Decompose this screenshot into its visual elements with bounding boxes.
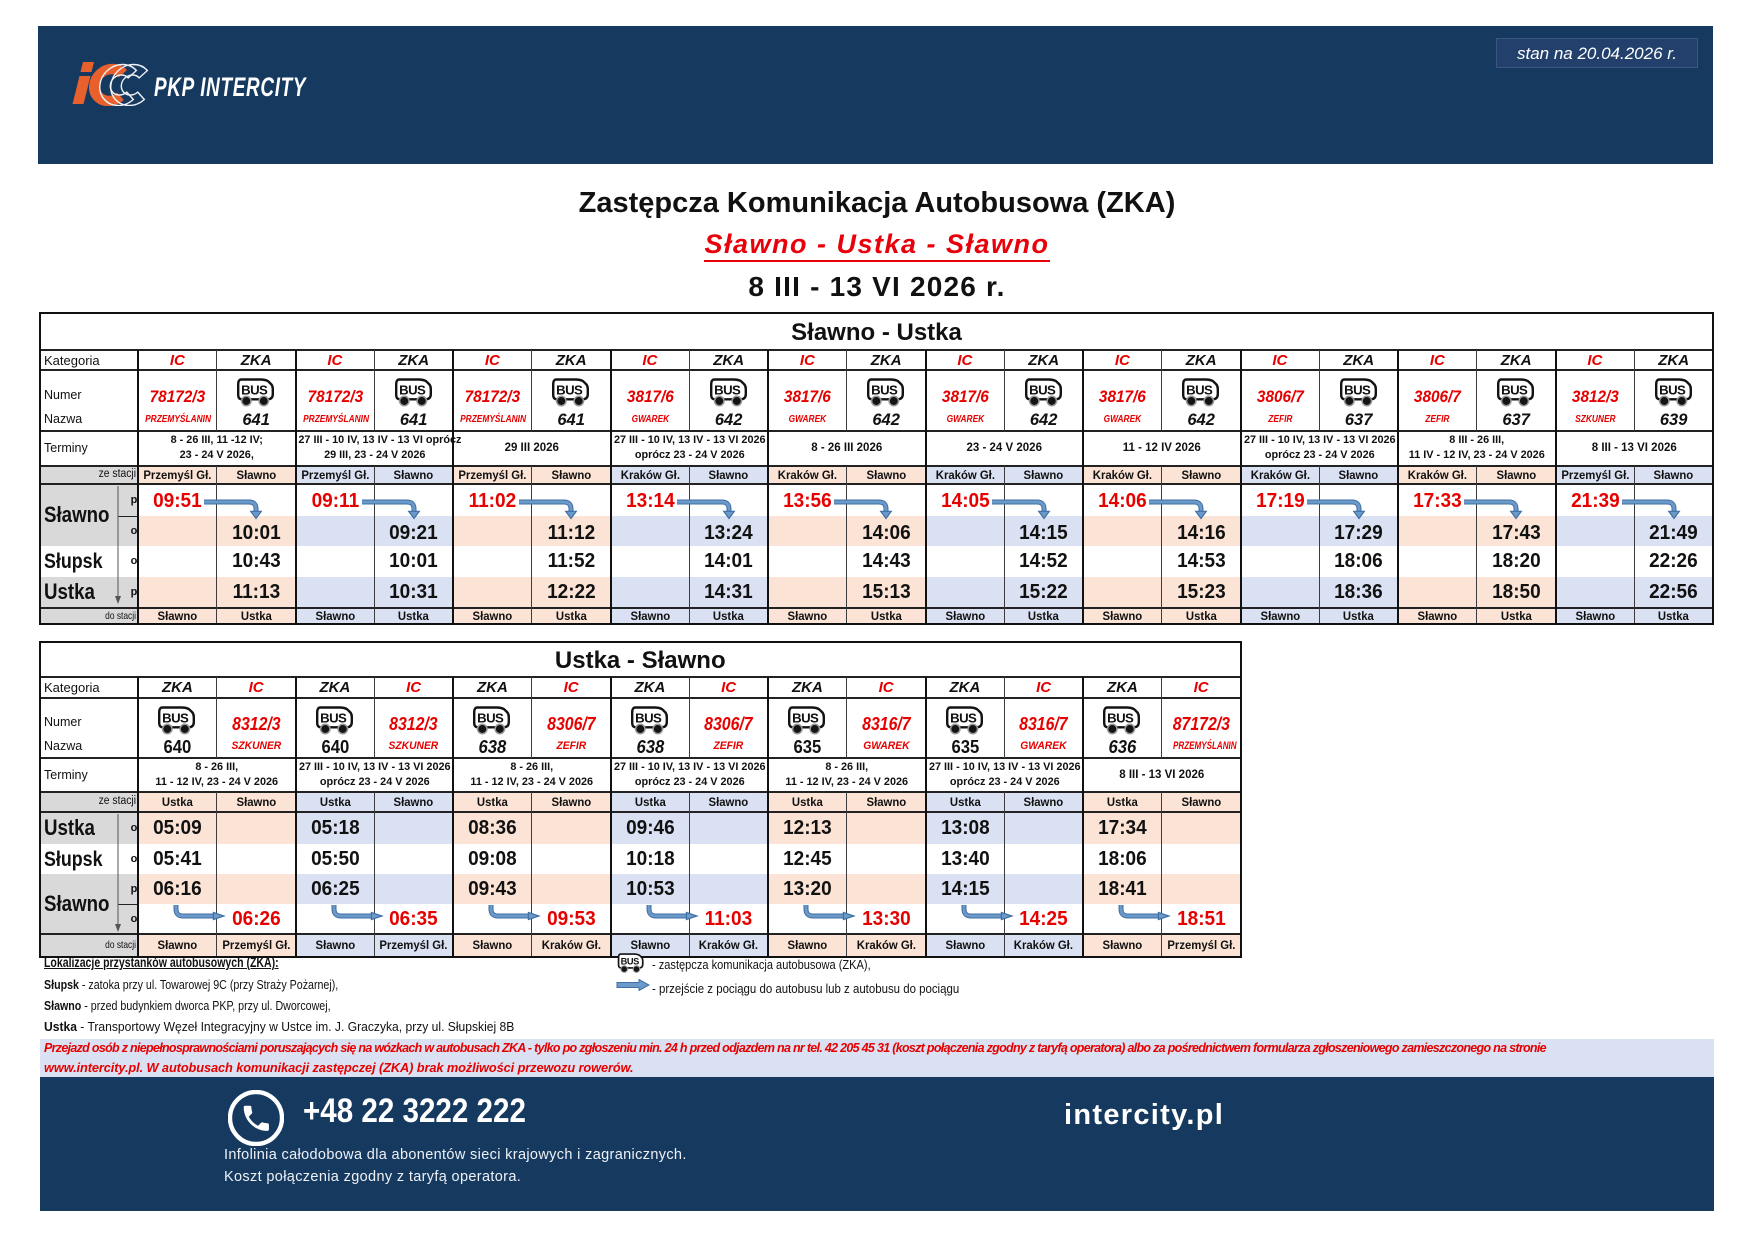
svg-text:BUS: BUS [1108,711,1135,726]
svg-text:BUS: BUS [1501,383,1528,398]
svg-text:BUS: BUS [320,711,347,726]
svg-text:BUS: BUS [871,383,898,398]
svg-text:BUS: BUS [1659,383,1686,398]
svg-text:BUS: BUS [399,383,426,398]
svg-text:BUS: BUS [163,711,190,726]
svg-text:BUS: BUS [556,383,583,398]
svg-text:PKP INTERCITY: PKP INTERCITY [154,72,308,102]
svg-text:BUS: BUS [1029,383,1056,398]
svg-text:BUS: BUS [478,711,505,726]
svg-text:BUS: BUS [950,711,977,726]
svg-text:BUS: BUS [793,711,820,726]
svg-text:BUS: BUS [714,383,741,398]
svg-text:BUS: BUS [1186,383,1213,398]
svg-text:BUS: BUS [1344,383,1371,398]
svg-text:BUS: BUS [621,956,639,966]
svg-text:BUS: BUS [635,711,662,726]
svg-text:BUS: BUS [241,383,268,398]
